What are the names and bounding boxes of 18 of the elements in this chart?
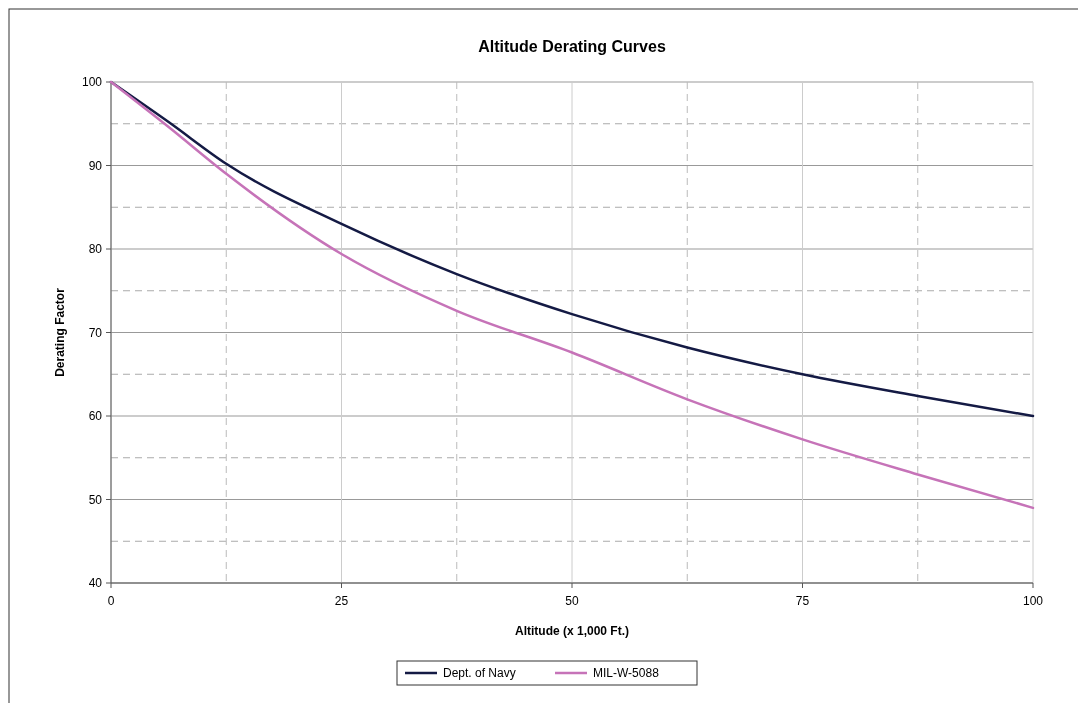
y-tick-label: 40 <box>88 576 103 591</box>
y-tick-label: 80 <box>88 242 103 257</box>
y-axis-title: Derating Factor <box>53 287 67 377</box>
x-axis-title: Altitude (x 1,000 Ft.) <box>514 624 630 638</box>
x-tick-label: 0 <box>107 594 115 608</box>
y-tick-label: 100 <box>81 75 103 90</box>
x-tick-label: 75 <box>795 594 810 608</box>
y-tick-label: 70 <box>88 325 103 340</box>
legend-label: MIL-W-5088 <box>593 666 660 681</box>
x-tick-label: 50 <box>565 594 579 608</box>
x-tick-label: 100 <box>1022 594 1044 608</box>
chart-title: Altitude Derating Curves <box>478 38 666 55</box>
legend-label: Dept. of Navy <box>443 666 516 681</box>
x-tick-label: 25 <box>334 594 349 608</box>
line-series <box>109 80 1035 510</box>
y-tick-label: 90 <box>88 158 103 173</box>
y-tick-label: 60 <box>88 409 103 424</box>
y-tick-label: 50 <box>88 492 103 507</box>
